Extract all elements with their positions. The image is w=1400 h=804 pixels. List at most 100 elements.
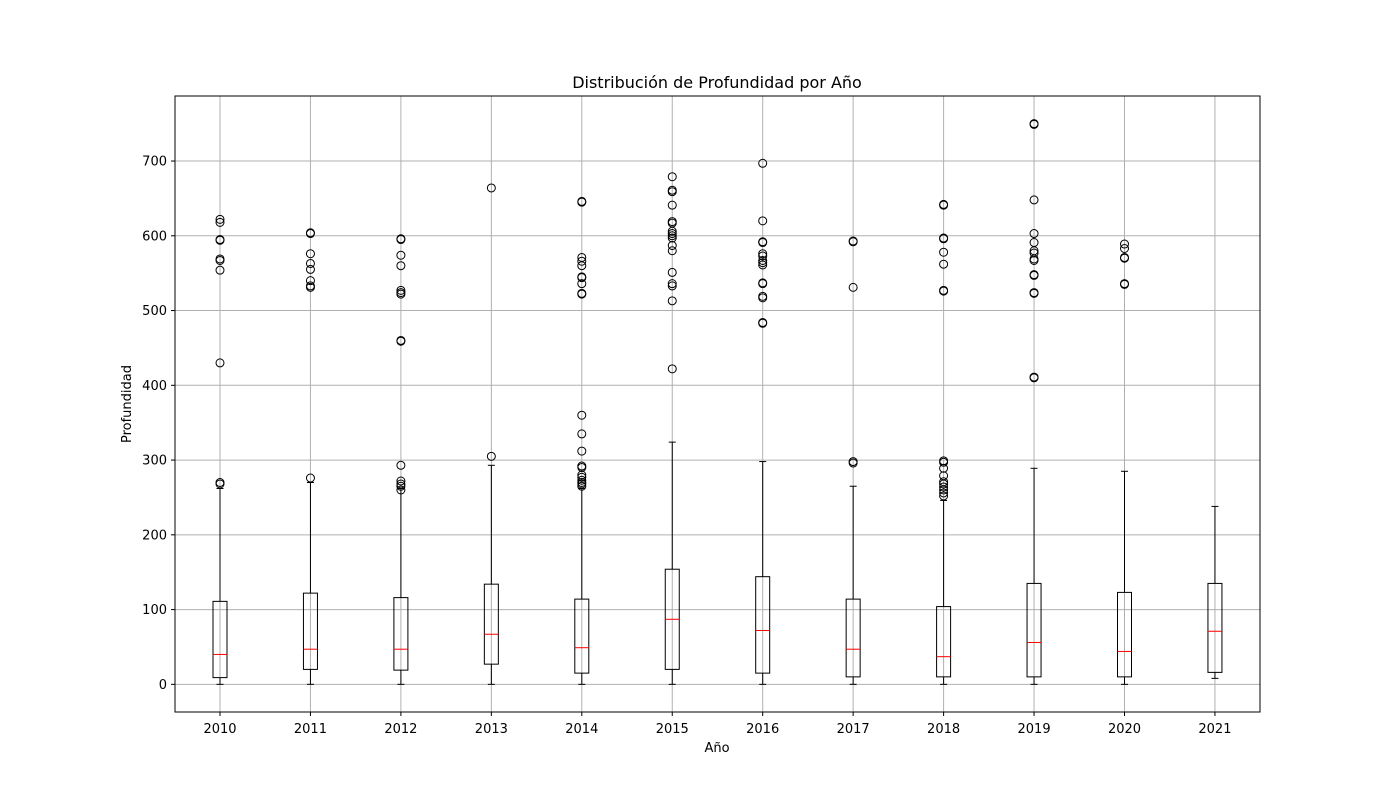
outlier-point — [848, 282, 858, 292]
box-group-2018 — [936, 199, 952, 685]
outlier-point — [396, 479, 406, 489]
outlier-point — [758, 237, 768, 247]
y-tick-label: 200 — [142, 528, 167, 543]
outlier-point — [939, 482, 949, 492]
outlier-point — [667, 279, 677, 289]
outlier-point — [305, 258, 315, 268]
x-axis-label: Año — [704, 741, 729, 756]
outlier-point — [577, 196, 587, 206]
box-group-2021 — [1207, 505, 1223, 679]
iqr-box — [845, 598, 861, 678]
x-tick-label: 2017 — [837, 722, 870, 737]
outlier-point — [305, 249, 315, 259]
outlier-point — [667, 241, 677, 251]
outlier-point — [667, 185, 677, 195]
x-tick-label: 2018 — [927, 722, 960, 737]
outlier-point — [1029, 372, 1039, 382]
box-group-2015 — [664, 172, 680, 685]
outlier-point — [1029, 270, 1039, 280]
iqr-box — [302, 592, 318, 670]
outlier-point — [939, 259, 949, 269]
outlier-point — [667, 200, 677, 210]
outlier-point — [939, 199, 949, 209]
outlier-point — [577, 475, 587, 485]
outlier-point — [577, 252, 587, 262]
x-tick-label: 2012 — [384, 722, 417, 737]
outlier-point — [1029, 238, 1039, 248]
outlier-point — [667, 233, 677, 243]
outlier-point — [396, 481, 406, 491]
box-layer — [212, 119, 1223, 685]
outlier-point — [939, 491, 949, 501]
outlier-point — [758, 249, 768, 259]
outlier-point — [1120, 244, 1129, 254]
x-tick-label: 2010 — [203, 722, 236, 737]
outlier-point — [758, 158, 768, 168]
x-tick-label: 2014 — [565, 722, 598, 737]
iqr-box — [1207, 582, 1223, 673]
box-group-2020 — [1117, 239, 1132, 685]
outlier-point — [758, 258, 768, 268]
y-tick-label: 0 — [159, 678, 167, 693]
outlier-point — [667, 246, 677, 256]
x-tick-label: 2020 — [1108, 722, 1141, 737]
outlier-point — [758, 278, 768, 288]
outlier-point — [758, 216, 768, 226]
outlier-point — [848, 236, 858, 246]
grid-layer — [175, 96, 1260, 712]
x-tick-label: 2011 — [294, 722, 327, 737]
y-tick-label: 600 — [142, 229, 167, 244]
outlier-point — [305, 228, 315, 238]
tick-layer: 0 100 200 300 400 500 600 700 2010 2011 2012 2013 20… — [142, 155, 1231, 737]
outlier-point — [939, 471, 949, 481]
outlier-point — [577, 481, 587, 491]
outlier-point — [667, 172, 677, 182]
iqr-box — [393, 597, 409, 671]
outlier-point — [1029, 195, 1039, 205]
outlier-point — [577, 461, 587, 471]
outlier-point — [577, 429, 587, 439]
outlier-point — [215, 214, 225, 224]
outlier-point — [577, 446, 587, 456]
outlier-point — [577, 272, 587, 282]
outlier-point — [577, 279, 587, 289]
outlier-point — [215, 477, 225, 487]
outlier-point — [577, 472, 587, 482]
outlier-point — [396, 250, 406, 260]
y-tick-label: 500 — [142, 304, 167, 319]
outlier-point — [848, 457, 858, 467]
x-tick-label: 2016 — [746, 722, 779, 737]
outlier-point — [667, 217, 677, 227]
outlier-point — [667, 229, 677, 239]
outlier-point — [577, 477, 587, 487]
outlier-point — [1029, 119, 1039, 129]
outlier-point — [305, 276, 315, 286]
outlier-point — [1029, 288, 1039, 298]
outlier-point — [215, 358, 225, 368]
outlier-point — [215, 265, 225, 275]
outlier-point — [577, 288, 587, 298]
x-tick-label: 2013 — [475, 722, 508, 737]
outlier-point — [939, 477, 949, 487]
outlier-point — [758, 260, 768, 270]
iqr-box — [483, 583, 499, 665]
y-tick-label: 400 — [142, 379, 167, 394]
outlier-point — [1120, 239, 1129, 249]
outlier-point — [939, 233, 949, 243]
outlier-point — [1029, 229, 1039, 239]
outlier-point — [486, 451, 496, 461]
box-group-2019 — [1026, 119, 1042, 685]
chart-title: Distribución de Profundidad por Año — [572, 73, 862, 92]
outlier-point — [1120, 279, 1129, 289]
outlier-point — [396, 261, 406, 271]
outlier-point — [939, 456, 949, 466]
outlier-point — [667, 281, 677, 291]
iqr-box — [1026, 582, 1042, 678]
plot-frame — [174, 95, 1261, 713]
outlier-point — [758, 251, 768, 261]
outlier-point — [305, 264, 315, 274]
outlier-point — [396, 288, 406, 298]
